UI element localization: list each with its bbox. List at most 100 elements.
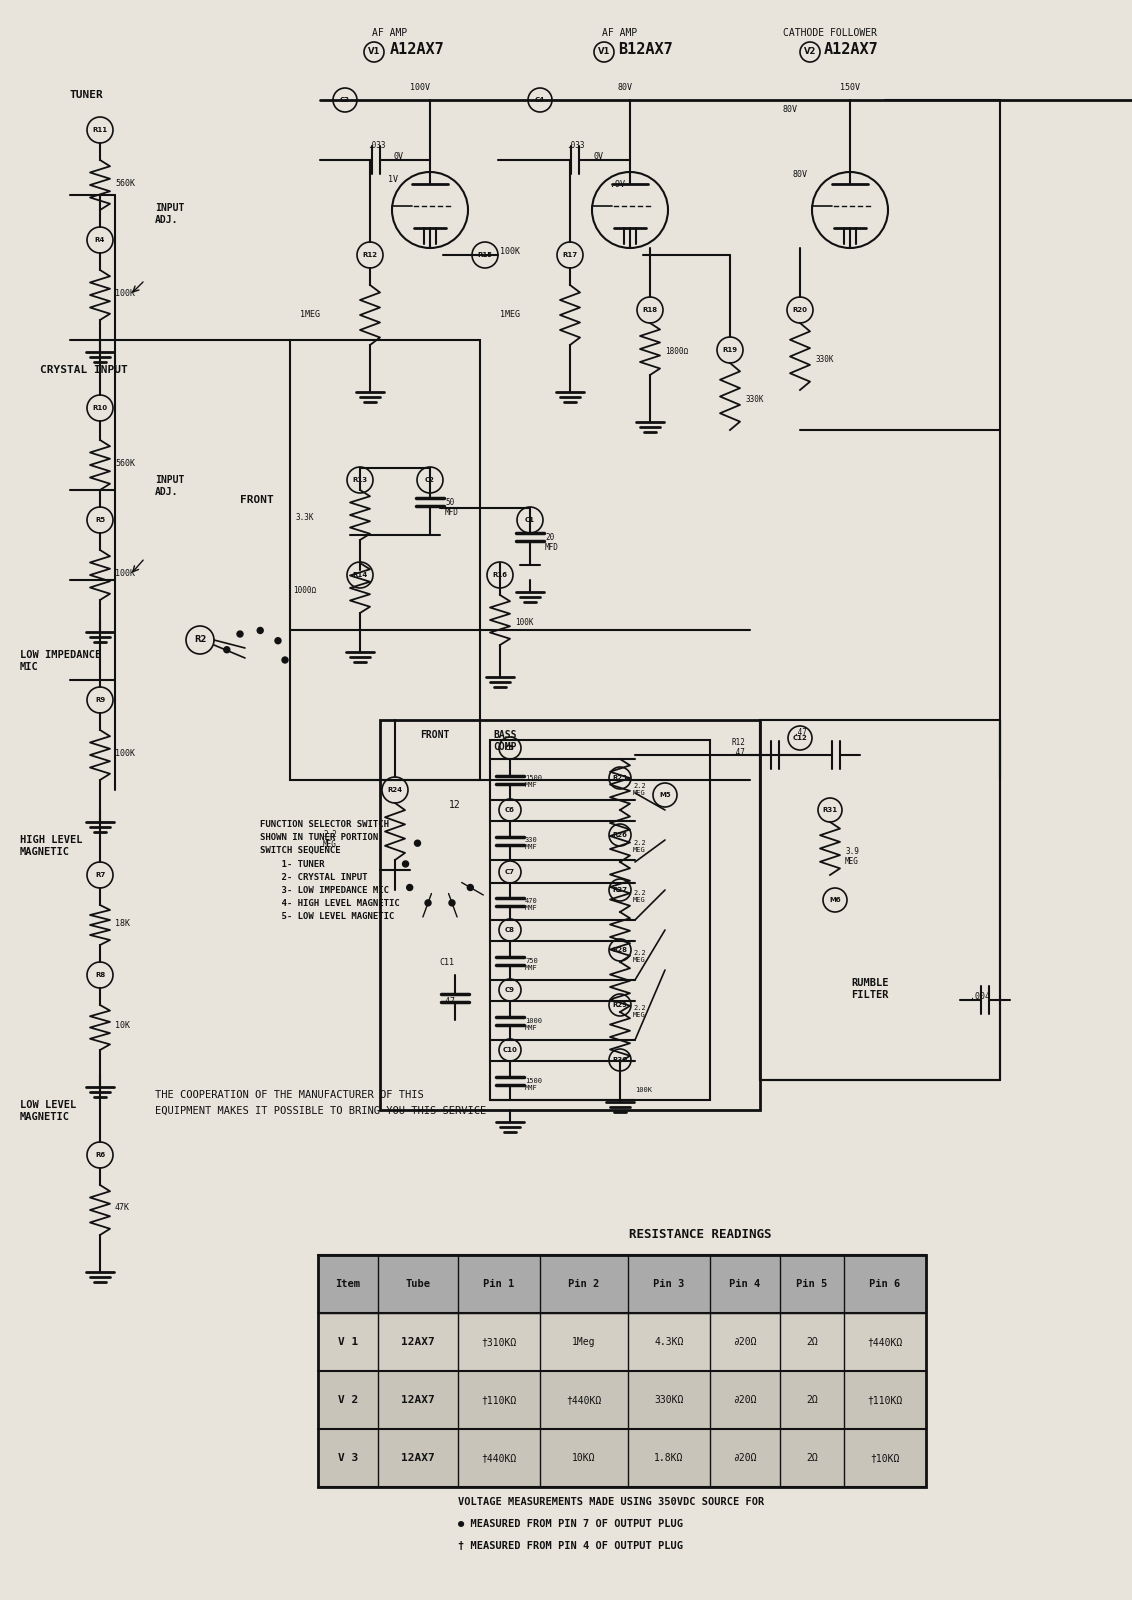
Text: C9: C9 xyxy=(505,987,515,994)
Text: R20: R20 xyxy=(792,307,807,314)
Text: FUNCTION SELECTOR SWITCH
SHOWN IN TUNER PORTION
SWITCH SEQUENCE
    1- TUNER
   : FUNCTION SELECTOR SWITCH SHOWN IN TUNER … xyxy=(260,819,400,922)
Text: †310KΩ: †310KΩ xyxy=(481,1338,516,1347)
Text: BASS
COMP: BASS COMP xyxy=(494,730,516,752)
Text: †110KΩ: †110KΩ xyxy=(481,1395,516,1405)
Text: 100K: 100K xyxy=(115,749,135,757)
Text: 560K: 560K xyxy=(115,459,135,467)
Text: C1: C1 xyxy=(525,517,535,523)
Bar xyxy=(490,739,710,1101)
Text: R12
.47: R12 .47 xyxy=(731,738,745,757)
Text: .47: .47 xyxy=(439,997,455,1006)
Text: 100K: 100K xyxy=(115,568,135,578)
Bar xyxy=(318,1254,926,1314)
Text: 150V: 150V xyxy=(840,83,860,91)
Text: TUNER: TUNER xyxy=(70,90,104,99)
Text: 100K: 100K xyxy=(635,1086,652,1093)
Text: †10KΩ: †10KΩ xyxy=(871,1453,900,1462)
Bar xyxy=(380,720,760,1110)
Text: 12AX7: 12AX7 xyxy=(401,1395,435,1405)
Text: 1800Ω: 1800Ω xyxy=(664,347,688,357)
Bar xyxy=(318,1254,926,1486)
Text: 1MEG: 1MEG xyxy=(300,310,320,318)
Text: INPUT
ADJ.: INPUT ADJ. xyxy=(155,475,185,496)
Text: C11: C11 xyxy=(439,958,455,966)
Text: V1: V1 xyxy=(368,48,380,56)
Text: M6: M6 xyxy=(829,898,841,902)
Text: A12AX7: A12AX7 xyxy=(824,42,878,58)
Text: 12AX7: 12AX7 xyxy=(401,1338,435,1347)
Text: 50
MFD: 50 MFD xyxy=(445,498,458,517)
Circle shape xyxy=(282,658,288,662)
Text: R9: R9 xyxy=(95,698,105,702)
Text: C3: C3 xyxy=(340,98,350,102)
Text: HIGH LEVEL
MAGNETIC: HIGH LEVEL MAGNETIC xyxy=(20,835,83,856)
Text: † MEASURED FROM PIN 4 OF OUTPUT PLUG: † MEASURED FROM PIN 4 OF OUTPUT PLUG xyxy=(458,1541,683,1550)
Text: V 1: V 1 xyxy=(337,1338,358,1347)
Text: R5: R5 xyxy=(95,517,105,523)
Text: R15: R15 xyxy=(478,251,492,258)
Text: C2: C2 xyxy=(424,477,435,483)
Text: C7: C7 xyxy=(505,869,515,875)
Text: 2.2
MEG: 2.2 MEG xyxy=(633,1005,645,1018)
Text: 2Ω: 2Ω xyxy=(806,1338,818,1347)
Text: R7: R7 xyxy=(95,872,105,878)
Text: †110KΩ: †110KΩ xyxy=(867,1395,902,1405)
Text: 12: 12 xyxy=(449,800,461,810)
Text: C8: C8 xyxy=(505,926,515,933)
Text: 47K: 47K xyxy=(115,1203,130,1213)
Text: FRONT: FRONT xyxy=(240,494,274,506)
Text: 2Ω: 2Ω xyxy=(806,1453,818,1462)
Text: R6: R6 xyxy=(95,1152,105,1158)
Text: 100K: 100K xyxy=(115,288,135,298)
Text: 12AX7: 12AX7 xyxy=(401,1453,435,1462)
Text: R18: R18 xyxy=(643,307,658,314)
Text: C6: C6 xyxy=(505,806,515,813)
Text: 80V: 80V xyxy=(617,83,633,91)
Text: 2.2
MEG: 2.2 MEG xyxy=(633,782,645,795)
Text: INPUT
ADJ.: INPUT ADJ. xyxy=(155,203,185,224)
Text: Pin 6: Pin 6 xyxy=(869,1278,901,1290)
Text: R30: R30 xyxy=(612,1058,627,1062)
Text: R8: R8 xyxy=(95,971,105,978)
Circle shape xyxy=(275,638,281,643)
Text: Pin 3: Pin 3 xyxy=(653,1278,685,1290)
Text: 1MEG: 1MEG xyxy=(500,310,520,318)
Text: CATHODE FOLLOWER: CATHODE FOLLOWER xyxy=(783,27,877,38)
Text: CRYSTAL INPUT: CRYSTAL INPUT xyxy=(40,365,128,374)
Text: R2: R2 xyxy=(194,635,206,645)
Text: .9V: .9V xyxy=(610,179,626,189)
Text: .004: .004 xyxy=(970,992,990,1002)
Text: 4.3KΩ: 4.3KΩ xyxy=(654,1338,684,1347)
Text: A12AX7: A12AX7 xyxy=(391,42,445,58)
Text: 10K: 10K xyxy=(115,1021,130,1029)
Circle shape xyxy=(257,627,264,634)
Text: R13: R13 xyxy=(352,477,368,483)
Text: R28: R28 xyxy=(612,947,627,954)
Text: .033: .033 xyxy=(566,141,584,150)
Text: 330KΩ: 330KΩ xyxy=(654,1395,684,1405)
Text: RESISTANCE READINGS: RESISTANCE READINGS xyxy=(628,1229,771,1242)
Bar xyxy=(290,341,480,781)
Circle shape xyxy=(224,646,230,653)
Text: R17: R17 xyxy=(563,251,577,258)
Text: 1Meg: 1Meg xyxy=(573,1338,595,1347)
Text: Pin 1: Pin 1 xyxy=(483,1278,515,1290)
Text: 10KΩ: 10KΩ xyxy=(573,1453,595,1462)
Text: 330
MMF: 330 MMF xyxy=(525,837,538,850)
Text: 3.3K: 3.3K xyxy=(295,514,315,522)
Bar xyxy=(318,1429,926,1486)
Circle shape xyxy=(406,885,413,891)
Circle shape xyxy=(449,899,455,906)
Text: Pin 2: Pin 2 xyxy=(568,1278,600,1290)
Text: 750
MMF: 750 MMF xyxy=(525,958,538,971)
Text: 2.2
MEG: 2.2 MEG xyxy=(633,840,645,853)
Text: 3.9
MEG: 3.9 MEG xyxy=(844,846,859,867)
Text: ● MEASURED FROM PIN 7 OF OUTPUT PLUG: ● MEASURED FROM PIN 7 OF OUTPUT PLUG xyxy=(458,1518,683,1530)
Text: 80V: 80V xyxy=(792,170,807,179)
Text: †440KΩ: †440KΩ xyxy=(566,1395,601,1405)
Text: V 3: V 3 xyxy=(337,1453,358,1462)
Text: .47: .47 xyxy=(794,728,807,738)
Text: R29: R29 xyxy=(612,1002,627,1008)
Text: 1000Ω: 1000Ω xyxy=(293,586,317,595)
Circle shape xyxy=(237,630,243,637)
